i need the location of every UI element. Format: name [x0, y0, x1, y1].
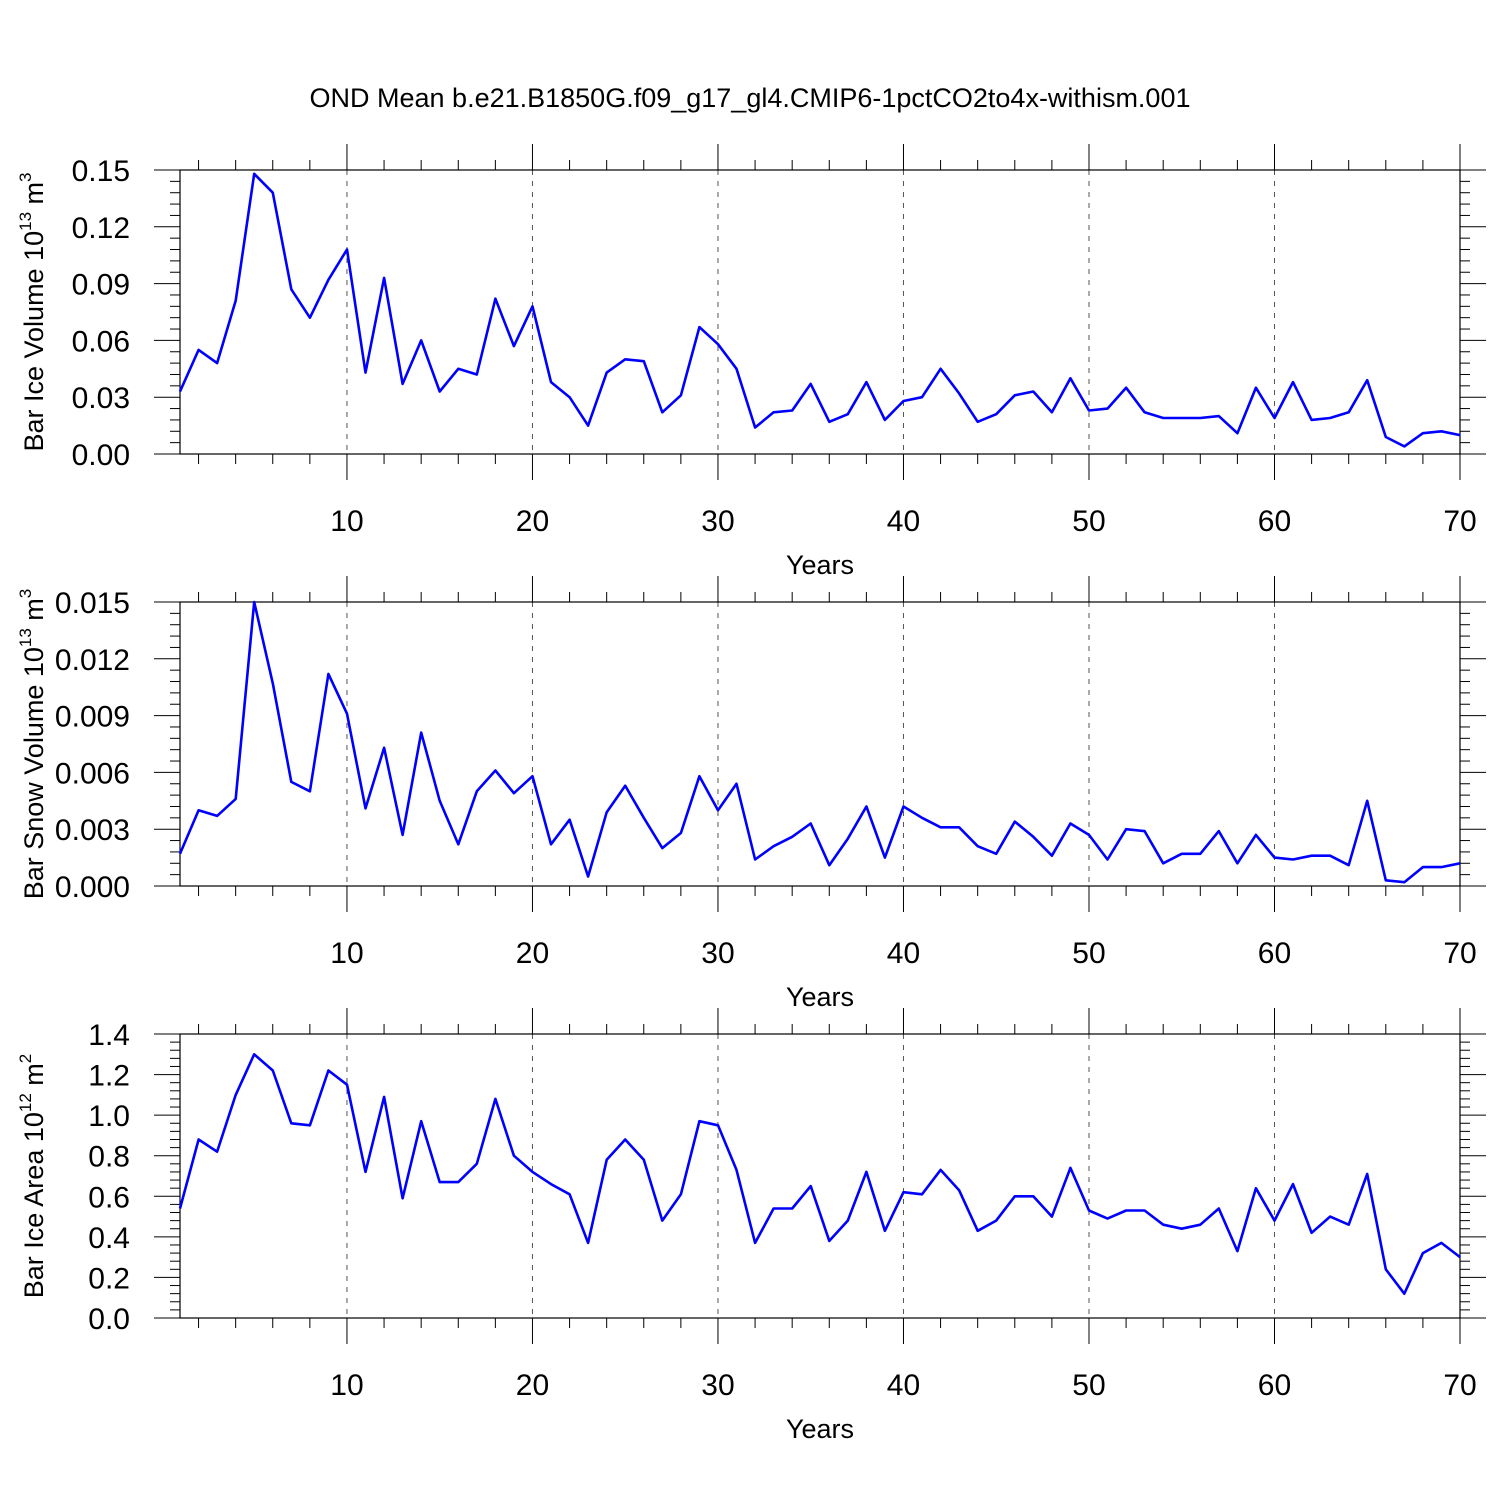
y-tick-label: 0.2	[88, 1262, 130, 1295]
x-tick-label: 40	[887, 1369, 920, 1402]
y-tick-label: 0.009	[55, 701, 130, 734]
x-axis-title: Years	[786, 982, 854, 1012]
y-tick-label: 0.0	[88, 1303, 130, 1336]
x-tick-label: 30	[701, 505, 734, 538]
x-tick-label: 60	[1258, 505, 1291, 538]
y-tick-label: 0.03	[72, 382, 130, 415]
x-tick-label: 50	[1072, 937, 1105, 970]
y-tick-label: 0.00	[72, 439, 130, 472]
y-tick-label: 0.003	[55, 814, 130, 847]
x-tick-label: 40	[887, 937, 920, 970]
y-axis-title-exponent: 12	[16, 1093, 35, 1112]
x-tick-label: 60	[1258, 1369, 1291, 1402]
x-tick-label: 20	[516, 1369, 549, 1402]
y-tick-label: 0.012	[55, 644, 130, 677]
x-tick-label: 20	[516, 505, 549, 538]
y-axis-title-unit-exponent: 3	[16, 589, 35, 598]
y-tick-label: 0.8	[88, 1141, 130, 1174]
x-tick-label: 70	[1443, 937, 1476, 970]
y-axis-title-text: Bar Snow Volume 10	[19, 647, 49, 899]
x-tick-label: 20	[516, 937, 549, 970]
chart-panel-1: 10 20 30 40 50 60 70 0.00 0.03 0.06 0.09 0.12 0.15 Ye…	[16, 144, 1486, 580]
y-tick-label: 0.06	[72, 325, 130, 358]
x-tick-label: 70	[1443, 505, 1476, 538]
chart-panel-3: 10 20 30 40 50 60 70 0.0 0.2 0.4 0.6 0.8 1.0 1.2 1.4 Ye…	[16, 1008, 1486, 1444]
series-line	[178, 172, 1461, 448]
y-tick-label: 1.2	[88, 1060, 130, 1093]
y-tick-label: 0.09	[72, 269, 130, 302]
x-tick-label: 60	[1258, 937, 1291, 970]
x-tick-label: 50	[1072, 1369, 1105, 1402]
chart-panel-2: 10 20 30 40 50 60 70 0.000 0.003 0.006 0.009 0.012 0…	[16, 576, 1486, 1012]
x-axis-title: Years	[786, 1414, 854, 1444]
y-axis-title: Bar Snow Volume 1013 m3	[16, 589, 49, 900]
series-line	[178, 1053, 1461, 1295]
series-line	[178, 600, 1461, 884]
plot-frame	[179, 1033, 1461, 1319]
y-tick-label: 1.0	[88, 1100, 130, 1133]
y-axis-title-unit: m	[19, 182, 49, 212]
y-axis-title-unit: m	[19, 598, 49, 628]
y-axis-title: Bar Ice Area 1012 m2	[16, 1054, 49, 1299]
x-tick-label: 40	[887, 505, 920, 538]
plot-frame	[179, 169, 1461, 455]
y-tick-label: 0.12	[72, 212, 130, 245]
y-axis-title-unit-exponent: 3	[16, 172, 35, 181]
y-tick-label: 0.6	[88, 1181, 130, 1214]
x-tick-label: 50	[1072, 505, 1105, 538]
x-tick-label: 70	[1443, 1369, 1476, 1402]
x-tick-label: 10	[330, 1369, 363, 1402]
y-axis-title-unit: m	[19, 1063, 49, 1093]
y-axis-title-exponent: 13	[16, 212, 35, 231]
y-tick-label: 0.4	[88, 1222, 130, 1255]
y-axis-title: Bar Ice Volume 1013 m3	[16, 172, 49, 451]
y-axis-title-text: Bar Ice Area 10	[19, 1112, 49, 1298]
x-tick-label: 30	[701, 937, 734, 970]
x-axis-title: Years	[786, 550, 854, 580]
y-tick-label: 0.006	[55, 757, 130, 790]
y-tick-label: 0.000	[55, 871, 130, 904]
y-tick-label: 1.4	[88, 1019, 130, 1052]
y-axis-title-exponent: 13	[16, 628, 35, 647]
figure-title: OND Mean b.e21.B1850G.f09_g17_gl4.CMIP6-…	[310, 83, 1191, 113]
y-axis-title-text: Bar Ice Volume 10	[19, 231, 49, 452]
y-tick-label: 0.15	[72, 155, 130, 188]
plot-frame	[179, 601, 1461, 887]
x-tick-label: 10	[330, 937, 363, 970]
x-tick-label: 30	[701, 1369, 734, 1402]
y-tick-label: 0.015	[55, 587, 130, 620]
y-axis-title-unit-exponent: 2	[16, 1054, 35, 1063]
x-tick-label: 10	[330, 505, 363, 538]
